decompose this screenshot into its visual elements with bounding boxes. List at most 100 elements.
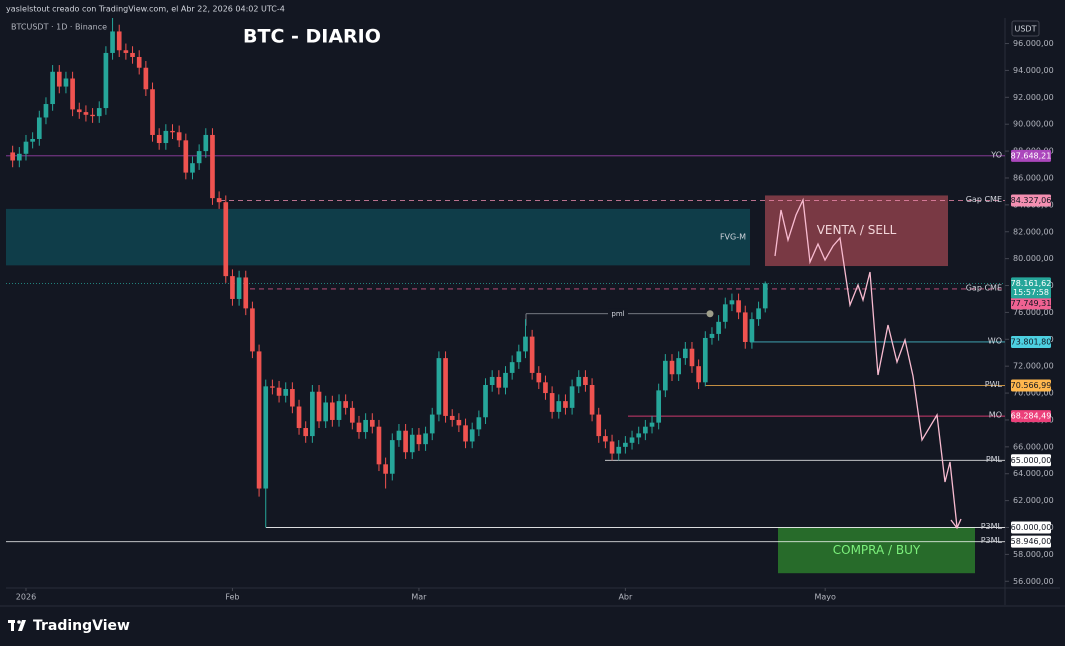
- candle-body: [323, 402, 329, 422]
- level-price: 68.284,49: [1011, 412, 1052, 421]
- candle-body: [343, 401, 348, 408]
- candle-body: [110, 31, 115, 53]
- candle-body: [576, 376, 582, 387]
- candle-body: [549, 393, 555, 412]
- candle-body: [696, 366, 701, 383]
- y-tick-label: 58.000,00: [1013, 550, 1054, 559]
- candle-body: [336, 401, 342, 420]
- zone: [778, 527, 975, 574]
- y-tick-label: 62.000,00: [1013, 496, 1054, 505]
- last-price: 78.161,62: [1011, 279, 1052, 288]
- level-name: WO: [988, 336, 1002, 345]
- candle-body: [216, 198, 222, 203]
- candle-body: [90, 114, 95, 117]
- logo: [8, 620, 26, 631]
- candle-body: [170, 130, 175, 133]
- candle-body: [283, 389, 289, 396]
- candle-body: [663, 360, 668, 391]
- candle-body: [83, 112, 89, 115]
- candle-body: [96, 108, 102, 117]
- currency-box[interactable]: [1011, 20, 1040, 37]
- level-name: P3ML: [981, 536, 1003, 545]
- candle-body: [456, 419, 462, 426]
- level-name: Gap CME: [966, 195, 1002, 204]
- y-tick-label: 90.000,00: [1013, 120, 1054, 129]
- candle-body: [589, 385, 595, 415]
- logo-part: [18, 620, 26, 631]
- level-name: YO: [990, 150, 1002, 159]
- candle-body: [76, 109, 82, 113]
- candle-body: [10, 152, 15, 161]
- level-price: 84.327,06: [1011, 196, 1052, 205]
- candle-body: [702, 337, 708, 383]
- candle-body: [529, 336, 535, 373]
- logo-part: [17, 620, 21, 624]
- candle-body: [310, 391, 315, 437]
- candle-body: [210, 134, 215, 199]
- candle-body: [63, 78, 69, 87]
- candle-body: [416, 434, 422, 445]
- candle-body: [316, 391, 322, 422]
- candle-body: [183, 140, 189, 173]
- projection-arrow: [950, 518, 962, 530]
- y-tick-label: 86.000,00: [1013, 173, 1054, 182]
- candle-body: [409, 434, 415, 453]
- candle-body: [509, 362, 515, 373]
- marker-label: pml: [611, 310, 624, 318]
- candle-body: [70, 78, 75, 110]
- candle-body: [123, 50, 129, 53]
- candle-body: [543, 382, 548, 394]
- candle-body: [56, 71, 62, 87]
- candle-body: [383, 464, 388, 474]
- level-name: Gap CME: [966, 283, 1002, 292]
- level-price-box: [1011, 335, 1051, 348]
- candle-body: [36, 117, 42, 139]
- candle-body: [742, 312, 748, 342]
- level-name: MO: [989, 411, 1002, 420]
- candle-body: [156, 134, 162, 144]
- candle-body: [722, 304, 728, 322]
- candle-body: [596, 414, 602, 437]
- candle-body: [250, 308, 255, 352]
- level-price-box: [1011, 297, 1051, 310]
- candle-body: [389, 440, 395, 474]
- currency[interactable]: USDT: [1015, 25, 1037, 34]
- candle-body: [270, 386, 275, 388]
- candle-body: [130, 52, 135, 57]
- y-tick-label: 92.000,00: [1013, 93, 1054, 102]
- candle-body: [469, 429, 475, 442]
- candle-body: [483, 385, 488, 418]
- candle-body: [243, 277, 249, 309]
- candle-body: [263, 386, 269, 489]
- level-price-box: [1011, 379, 1051, 392]
- level-name: PWL: [985, 380, 1003, 389]
- candle-body: [563, 401, 568, 408]
- marker-dot: [706, 310, 714, 318]
- candle-body: [203, 134, 209, 152]
- y-tick-label: 66.000,00: [1013, 442, 1054, 451]
- candle-body: [356, 422, 362, 433]
- candle-body: [116, 31, 122, 51]
- y-tick-label: 96.000,00: [1013, 39, 1054, 48]
- candle-body: [476, 417, 482, 430]
- candle-body: [762, 283, 768, 309]
- chart-title: BTC - DIARIO: [243, 26, 381, 48]
- level-price-box: [1011, 521, 1051, 534]
- level-price-box: [1011, 194, 1051, 207]
- candle-body: [516, 351, 522, 363]
- countdown: 15:57:58: [1013, 288, 1049, 297]
- candle-body: [43, 104, 49, 118]
- candle-body: [223, 202, 229, 277]
- candle-body: [682, 348, 688, 359]
- candle-body: [303, 428, 309, 437]
- candle-body: [536, 372, 542, 383]
- candle-body: [616, 446, 622, 454]
- y-tick-label: 70.000,00: [1013, 389, 1054, 398]
- candle-body: [503, 372, 508, 388]
- y-tick-label: 56.000,00: [1013, 577, 1054, 586]
- candle-body: [609, 441, 615, 454]
- symbol: BTCUSDT · 1D · Binance: [11, 23, 107, 32]
- candle-body: [496, 376, 502, 388]
- level-price: 65.000,00: [1011, 456, 1052, 465]
- x-tick-label: Mar: [411, 593, 427, 602]
